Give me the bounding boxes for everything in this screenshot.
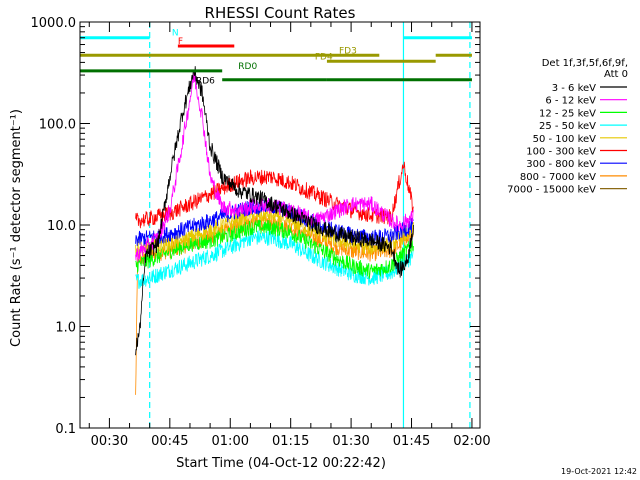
y-tick-label-4: 1000.0 — [31, 16, 77, 31]
legend-label-2: 12 - 25 keV — [539, 108, 596, 119]
x-tick-label-4: 01:30 — [332, 434, 369, 449]
legend-label-8: 7000 - 15000 keV — [507, 185, 596, 196]
series-line-0 — [135, 66, 414, 356]
legend-label-3: 25 - 50 keV — [539, 121, 596, 132]
series-line-3 — [135, 230, 414, 289]
x-tick-label-6: 02:00 — [453, 434, 490, 449]
state-label-2: FD3 — [339, 46, 357, 56]
x-tick-label-3: 01:15 — [272, 434, 309, 449]
series-line-6 — [135, 197, 414, 247]
legend-label-6: 300 - 800 keV — [526, 159, 596, 170]
state-label-3: FD4 — [315, 52, 333, 62]
x-axis-label: Start Time (04-Oct-12 00:22:42) — [176, 456, 386, 471]
legend-label-7: 800 - 7000 keV — [520, 172, 596, 183]
chart-title: RHESSI Count Rates — [205, 4, 356, 22]
y-tick-label-1: 1.0 — [55, 321, 76, 336]
x-tick-label-1: 00:45 — [151, 434, 188, 449]
y-tick-label-0: 0.1 — [55, 422, 76, 437]
x-tick-label-2: 01:00 — [212, 434, 249, 449]
legend-header-1: Att 0 — [604, 69, 628, 80]
x-tick-label-0: 00:30 — [91, 434, 128, 449]
legend-label-0: 3 - 6 keV — [552, 83, 596, 94]
y-axis-label: Count Rate (s⁻¹ detector segment⁻¹) — [9, 109, 24, 347]
timestamp: 19-Oct-2021 12:42 — [561, 467, 637, 476]
state-label-0: N — [172, 29, 179, 39]
y-tick-label-2: 10.0 — [47, 219, 76, 234]
state-label-5: RD6 — [196, 77, 215, 87]
legend-label-1: 6 - 12 keV — [545, 96, 596, 107]
legend: Det 1f,3f,5f,6f,9f,Att 0 3 - 6 keV 6 - 12 … — [507, 58, 628, 196]
plot-area: NF FD3 FD4 RD0 RD6 0.1 1.0 10.0 100.0 1000.0 00:30… — [31, 16, 491, 449]
series-line-5 — [135, 161, 414, 229]
legend-header-0: Det 1f,3f,5f,6f,9f, — [542, 58, 628, 69]
x-tick-label-5: 01:45 — [393, 434, 430, 449]
legend-label-5: 100 - 300 keV — [526, 147, 596, 158]
state-label-4: RD0 — [238, 62, 257, 72]
y-tick-label-3: 100.0 — [39, 118, 76, 133]
legend-label-4: 50 - 100 keV — [533, 134, 597, 145]
state-label-1: F — [178, 37, 183, 47]
